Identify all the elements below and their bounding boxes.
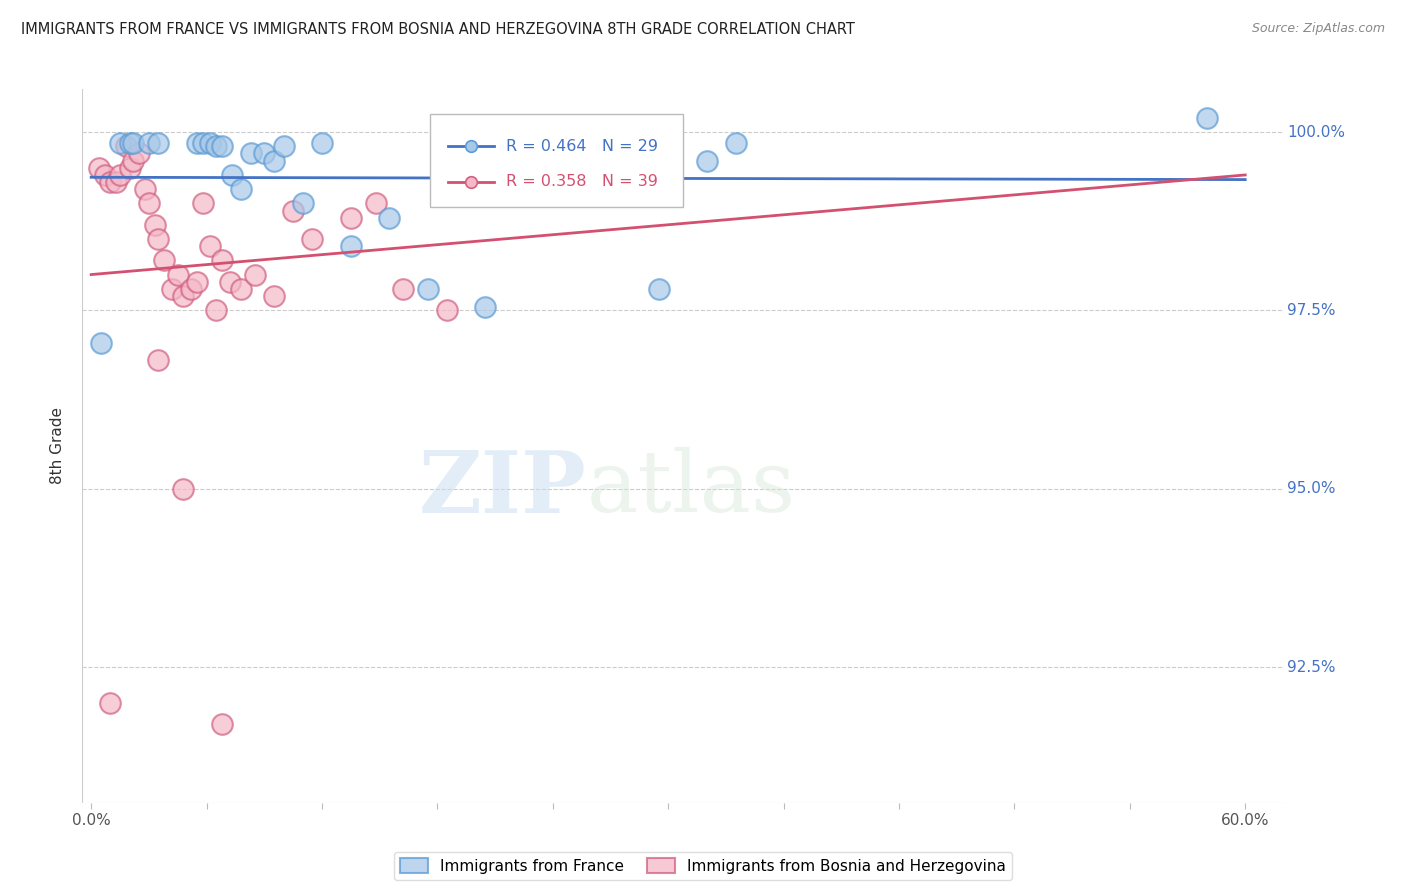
Point <box>243 268 266 282</box>
Point <box>211 139 233 153</box>
Point <box>281 203 304 218</box>
Point <box>263 289 285 303</box>
Point <box>301 232 323 246</box>
Point <box>90 335 112 350</box>
Point <box>231 182 253 196</box>
Point <box>128 146 150 161</box>
Point <box>696 153 718 168</box>
Point <box>108 136 131 150</box>
Point <box>93 168 115 182</box>
Point <box>436 303 458 318</box>
Point <box>122 136 145 150</box>
Text: R = 0.358   N = 39: R = 0.358 N = 39 <box>506 175 658 189</box>
Point <box>1195 111 1218 125</box>
Point <box>173 289 195 303</box>
Point <box>416 282 439 296</box>
Point <box>186 136 208 150</box>
FancyBboxPatch shape <box>430 114 683 207</box>
Point <box>619 132 641 146</box>
Point <box>221 168 243 182</box>
Point <box>239 146 262 161</box>
Point <box>724 136 747 150</box>
Point <box>391 282 413 296</box>
Text: IMMIGRANTS FROM FRANCE VS IMMIGRANTS FROM BOSNIA AND HERZEGOVINA 8TH GRADE CORRE: IMMIGRANTS FROM FRANCE VS IMMIGRANTS FRO… <box>21 22 855 37</box>
Point <box>173 482 195 496</box>
Text: 97.5%: 97.5% <box>1288 303 1336 318</box>
Point <box>364 196 387 211</box>
Y-axis label: 8th Grade: 8th Grade <box>49 408 65 484</box>
Point <box>474 300 496 314</box>
Point <box>87 161 110 175</box>
Point <box>191 196 214 211</box>
Point <box>231 282 253 296</box>
Text: atlas: atlas <box>586 447 796 531</box>
Point <box>138 136 160 150</box>
Point <box>253 146 276 161</box>
Point <box>148 232 170 246</box>
Point <box>118 136 141 150</box>
Point <box>118 161 141 175</box>
Point <box>134 182 156 196</box>
Point <box>166 268 188 282</box>
Point <box>211 717 233 731</box>
Point <box>340 211 363 225</box>
Point <box>153 253 176 268</box>
Point <box>160 282 183 296</box>
Point <box>581 136 603 150</box>
Point <box>105 175 128 189</box>
Point <box>191 136 214 150</box>
Point <box>378 211 401 225</box>
Point <box>143 218 166 232</box>
Text: R = 0.464   N = 29: R = 0.464 N = 29 <box>506 139 658 153</box>
Legend: Immigrants from France, Immigrants from Bosnia and Herzegovina: Immigrants from France, Immigrants from … <box>394 852 1012 880</box>
Point <box>263 153 285 168</box>
Point <box>647 282 669 296</box>
Point <box>114 139 136 153</box>
Point <box>291 196 314 211</box>
Point <box>503 136 526 150</box>
Text: 92.5%: 92.5% <box>1288 660 1336 674</box>
Point <box>218 275 240 289</box>
Point <box>211 253 233 268</box>
Point <box>148 136 170 150</box>
Point <box>484 161 506 175</box>
Point <box>100 175 122 189</box>
Text: Source: ZipAtlas.com: Source: ZipAtlas.com <box>1251 22 1385 36</box>
Point <box>340 239 363 253</box>
Point <box>180 282 202 296</box>
Point <box>205 139 228 153</box>
Point <box>148 353 170 368</box>
Text: ZIP: ZIP <box>419 447 586 531</box>
Text: 95.0%: 95.0% <box>1288 482 1336 496</box>
Point <box>273 139 295 153</box>
Point <box>200 136 222 150</box>
Point <box>703 696 725 710</box>
Text: 100.0%: 100.0% <box>1288 125 1346 139</box>
Point <box>200 239 222 253</box>
Point <box>122 153 145 168</box>
Point <box>108 168 131 182</box>
Point <box>100 696 122 710</box>
Point <box>138 196 160 211</box>
Point <box>311 136 333 150</box>
Point <box>186 275 208 289</box>
Point <box>205 303 228 318</box>
